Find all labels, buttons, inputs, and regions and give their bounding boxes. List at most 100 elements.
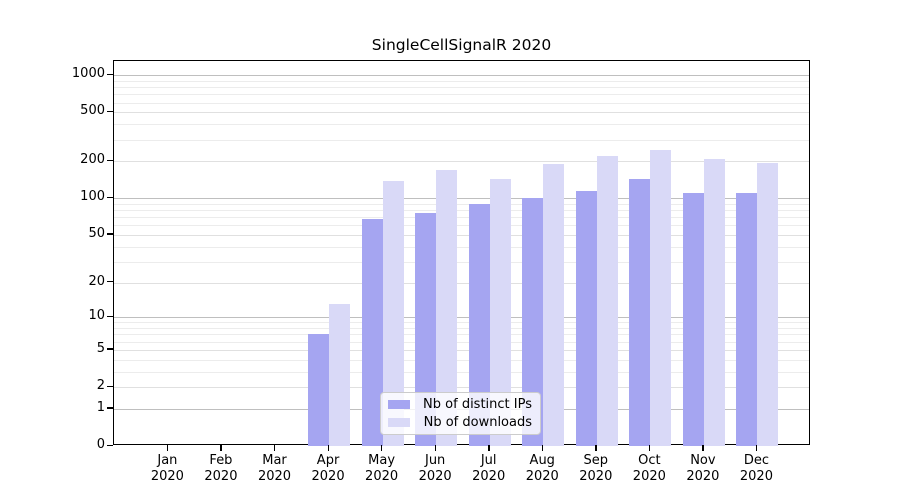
bar-distinct-ips-oct [629,179,651,446]
y-tick-mark [107,233,113,235]
y-tick-label: 0 [96,437,105,452]
bar-downloads-nov [703,159,725,446]
gridline-minor [114,124,809,126]
x-tick-mark [541,445,544,451]
bar-downloads-oct [650,150,672,446]
x-tick-label: Aug 2020 [525,453,559,484]
bar-distinct-ips-dec [736,193,758,446]
gridline-minor [114,341,809,343]
gridline-minor [114,359,809,361]
gridline-minor [114,203,809,205]
legend-item-distinct-ips: Nb of distinct IPs [388,397,532,412]
bar-downloads-dec [757,163,779,446]
gridline-minor [114,261,809,263]
x-tick-mark [220,445,222,451]
x-tick-mark [648,445,651,451]
y-tick-label: 500 [80,103,105,119]
gridline-minor [114,217,809,219]
y-tick-mark [107,315,113,318]
y-tick-mark [107,407,113,409]
plot-area: Nb of distinct IPs Nb of downloads [113,60,810,446]
y-tick-label: 1 [96,399,105,415]
x-tick-mark [434,445,437,451]
gridline-minor [114,328,809,329]
bar-downloads-may [382,181,404,446]
x-tick-mark [274,445,276,451]
gridline-major [114,317,809,319]
x-tick-mark [166,445,169,451]
x-tick-label: Feb 2020 [204,453,238,484]
bar-downloads-aug [543,164,565,446]
legend-swatch-downloads [388,417,410,428]
gridline-minor [114,234,809,236]
bar-downloads-jun [436,169,458,446]
legend-label-distinct-ips: Nb of distinct IPs [423,397,532,412]
gridline-minor [114,282,809,284]
gridline-minor [114,387,809,388]
gridline-minor [114,102,809,104]
legend: Nb of distinct IPs Nb of downloads [380,392,541,435]
bar-downloads-sep [596,155,618,446]
y-tick-mark [107,444,113,446]
gridline-minor [114,371,809,373]
y-tick-mark [107,348,113,350]
gridline-minor [114,246,809,248]
x-tick-mark [381,445,383,451]
x-tick-label: Apr 2020 [311,453,345,484]
y-tick-mark [107,73,113,75]
bar-distinct-ips-sep [575,190,597,446]
x-tick-mark [702,445,704,451]
y-tick-mark [107,110,113,113]
gridline-major [114,75,809,77]
x-tick-label: May 2020 [365,453,399,484]
y-tick-label: 100 [80,189,105,205]
x-tick-label: Dec 2020 [739,453,773,484]
x-tick-label: Jul 2020 [472,453,506,484]
bar-distinct-ips-jul [468,203,490,446]
chart-title: SingleCellSignalR 2020 [371,36,552,54]
y-tick-mark [107,159,113,162]
bar-distinct-ips-aug [522,198,544,446]
x-tick-label: Nov 2020 [686,453,720,484]
y-tick-label: 20 [88,273,105,289]
gridline-minor [114,349,809,351]
gridline-minor [114,225,809,227]
y-tick-mark [107,196,113,199]
x-tick-label: Jun 2020 [418,453,452,484]
gridline-minor [114,139,809,141]
legend-swatch-distinct-ips [388,399,410,410]
bar-downloads-apr [329,304,350,446]
gridline-major [114,198,809,200]
x-tick-mark [488,445,490,451]
bar-downloads-jul [489,179,511,446]
x-tick-mark [327,445,329,451]
bar-distinct-ips-may [361,218,383,446]
x-tick-label: Mar 2020 [257,453,292,484]
gridline-minor [114,322,809,324]
gridline-minor [114,112,809,114]
y-tick-label: 1000 [71,66,105,82]
gridline-minor [114,161,809,163]
x-tick-mark [755,445,758,451]
bar-distinct-ips-apr [308,334,329,446]
y-tick-label: 200 [80,152,105,168]
gridline-minor [114,334,809,336]
y-tick-mark [107,281,113,283]
x-tick-label: Jan 2020 [150,453,184,484]
x-tick-label: Sep 2020 [579,453,613,484]
y-tick-label: 50 [88,225,105,241]
gridline-minor [114,80,809,82]
x-tick-mark [595,445,597,451]
y-tick-label: 5 [96,340,105,356]
bar-distinct-ips-jun [415,212,437,446]
x-tick-label: Oct 2020 [632,453,666,484]
bar-distinct-ips-nov [682,193,704,446]
y-tick-label: 10 [88,308,105,324]
legend-label-downloads: Nb of downloads [423,415,532,430]
gridline-minor [114,87,809,88]
gridline-minor [114,210,809,212]
y-tick-mark [107,385,113,387]
y-tick-label: 2 [96,378,105,394]
legend-item-downloads: Nb of downloads [388,415,532,430]
